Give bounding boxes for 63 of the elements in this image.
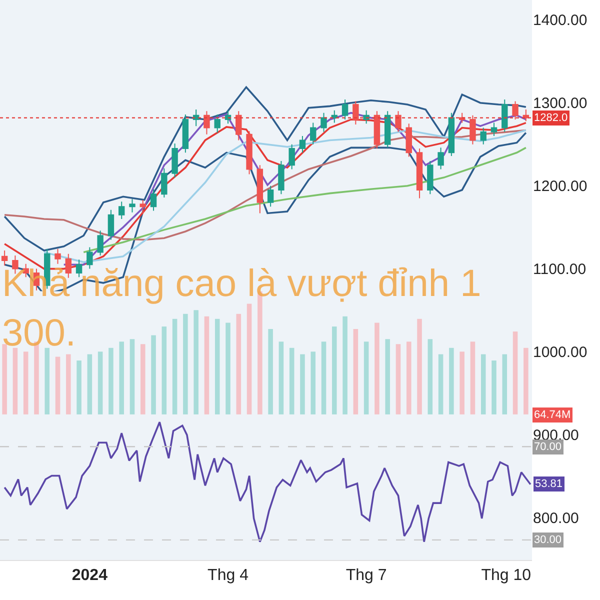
candlestick (182, 114, 189, 154)
line-series (82, 146, 527, 254)
candlestick (384, 110, 391, 148)
candlestick (256, 164, 264, 214)
candlestick (331, 110, 338, 124)
x-tick-label: Thg 10 (481, 567, 532, 584)
x-tick-label: Thg 7 (346, 567, 387, 584)
y-tick-label: 1000.00 (533, 344, 588, 362)
candlestick (320, 112, 327, 132)
candlestick (267, 185, 274, 208)
candlestick (278, 160, 284, 195)
x-tick-label: 2024 (72, 567, 108, 584)
candlestick (76, 259, 82, 278)
y-tick-label: 800.00 (533, 510, 579, 527)
line-series (4, 421, 532, 543)
candlestick (406, 123, 412, 158)
candlestick (427, 160, 434, 195)
y-tick-label: 1300.00 (533, 95, 588, 112)
candlestick (140, 199, 146, 215)
y-tick-label: 900.00 (533, 426, 579, 444)
candlestick (342, 99, 348, 120)
candlestick (54, 248, 61, 264)
candlestick (1, 250, 8, 266)
y-tick-label: 1200.00 (533, 178, 588, 196)
candlestick (108, 209, 114, 240)
candlestick (204, 110, 210, 135)
candlestick (310, 122, 316, 145)
candlestick (236, 110, 242, 141)
x-tick-label: Thg 4 (208, 567, 249, 584)
line-series (4, 129, 527, 241)
ref-line-label: 1282.0 (534, 112, 568, 124)
annotation: Khả năng cao là vượt đỉnh 1 300. (2, 263, 482, 354)
candlestick (246, 130, 252, 175)
candlestick (352, 100, 359, 125)
candlestick (192, 109, 200, 127)
candlestick (374, 110, 380, 149)
candlestick (299, 136, 306, 154)
candlestick (288, 144, 295, 170)
text: 64.74M (534, 409, 571, 421)
candlestick (161, 168, 168, 198)
candlestick (395, 110, 402, 132)
candlestick (86, 246, 93, 270)
candlestick (214, 114, 220, 134)
y-tick-label: 70.00 (534, 441, 562, 453)
candlestick (502, 99, 508, 132)
y-tick-label: 1100.00 (533, 261, 586, 278)
line-series (4, 86, 527, 252)
candlestick (416, 148, 423, 199)
line-series (43, 129, 527, 264)
candlestick (490, 122, 498, 137)
candlestick (118, 201, 125, 220)
candlestick (438, 147, 444, 170)
y-tick-label: 1400.00 (533, 12, 588, 30)
candlestick (172, 143, 178, 178)
y-tick-label: 30.00 (534, 534, 562, 546)
candlestick (448, 112, 455, 156)
annotation: 53.81 (535, 478, 563, 490)
candlestick (129, 198, 136, 213)
candlestick (97, 230, 104, 256)
candlestick (150, 188, 157, 212)
candlestick (470, 114, 476, 145)
candlestick (480, 127, 486, 145)
candlestick (512, 100, 518, 120)
